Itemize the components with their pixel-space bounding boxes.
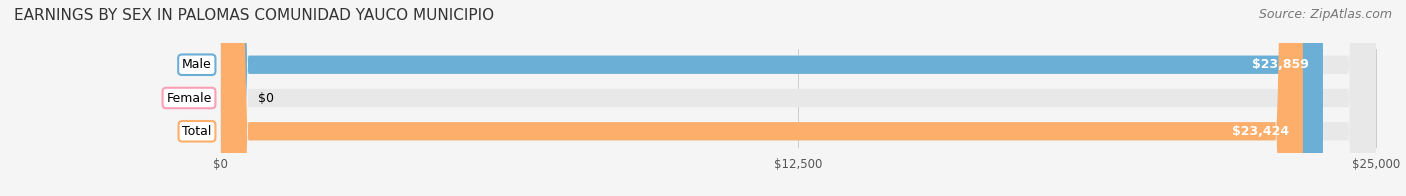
FancyBboxPatch shape — [221, 0, 1375, 196]
FancyBboxPatch shape — [221, 0, 1303, 196]
Text: Total: Total — [183, 125, 212, 138]
FancyBboxPatch shape — [221, 0, 1323, 196]
FancyBboxPatch shape — [221, 0, 1375, 196]
Text: $0: $0 — [257, 92, 274, 104]
Text: $23,859: $23,859 — [1253, 58, 1309, 71]
Text: Male: Male — [181, 58, 212, 71]
Text: Source: ZipAtlas.com: Source: ZipAtlas.com — [1258, 8, 1392, 21]
Text: $23,424: $23,424 — [1232, 125, 1289, 138]
Text: EARNINGS BY SEX IN PALOMAS COMUNIDAD YAUCO MUNICIPIO: EARNINGS BY SEX IN PALOMAS COMUNIDAD YAU… — [14, 8, 494, 23]
Text: Female: Female — [166, 92, 212, 104]
FancyBboxPatch shape — [221, 0, 1375, 196]
